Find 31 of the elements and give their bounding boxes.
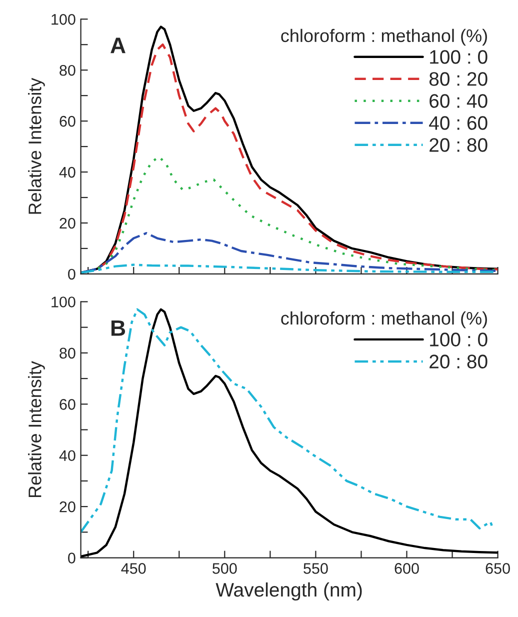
x-tick-label: 600: [394, 563, 419, 574]
y-tick-label: 0: [68, 268, 76, 280]
legend-title: chloroform : methanol (%): [281, 311, 487, 328]
legend-title: chloroform : methanol (%): [281, 28, 487, 46]
y-tick-label: 0: [68, 552, 76, 564]
legend-label: 40 : 60: [429, 116, 488, 130]
legend-label: 20 : 80: [430, 138, 488, 152]
y-tick-label: 20: [60, 501, 76, 512]
legend-label: 80 : 20: [429, 72, 488, 86]
x-tick-label: 650: [486, 563, 510, 574]
y-tick-label: 40: [59, 450, 76, 462]
x-tick-label: 550: [304, 563, 328, 574]
y-tick-label: 20: [60, 218, 76, 229]
annotation: A: [110, 38, 126, 54]
y-tick-label: 80: [60, 348, 76, 359]
y-axis-title: Relative Intensity: [28, 78, 45, 214]
annotation: B: [111, 320, 126, 336]
legend-label: 100 : 0: [430, 50, 488, 64]
y-tick-label: 40: [59, 166, 76, 178]
y-tick-label: 100: [52, 14, 76, 25]
legend-label: 20 : 80: [430, 354, 488, 368]
y-tick-label: 80: [60, 64, 76, 76]
y-tick-label: 100: [52, 296, 76, 308]
legend-label: 100 : 0: [430, 332, 488, 346]
x-tick-label: 450: [121, 563, 146, 574]
x-tick-label: 500: [212, 563, 237, 574]
y-tick-label: 60: [60, 399, 76, 410]
legend-label: 60 : 40: [430, 94, 488, 108]
y-axis-title: Relative Intensity: [28, 361, 45, 497]
y-tick-label: 60: [60, 116, 76, 127]
x-axis-title: Wavelength (nm): [216, 582, 362, 601]
